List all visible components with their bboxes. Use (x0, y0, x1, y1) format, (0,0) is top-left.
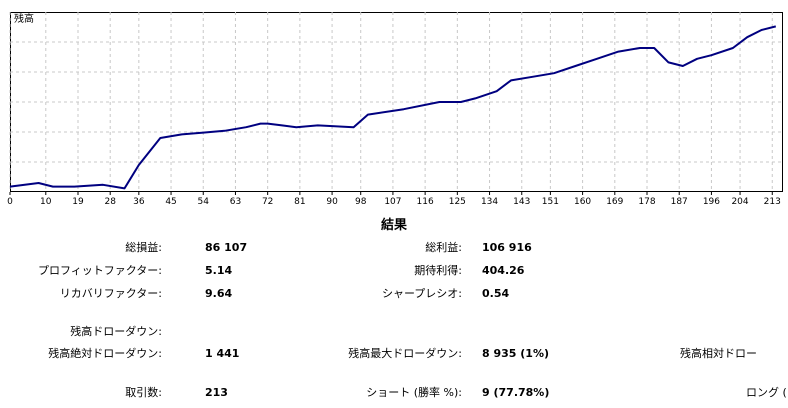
gross-profit-value: 106 916 (482, 241, 532, 254)
relative-drawdown-label: 残高相対ドロー (680, 347, 757, 360)
x-axis-ticks: 0 10 19 28 36 45 54 63 72 81 90 98 107 116 125 134 143 15… (7, 192, 781, 207)
balance-series-line (9, 25, 777, 190)
x-tick-label: 178 (638, 197, 655, 207)
short-trades-value: 9 (77.78%) (482, 386, 550, 399)
profit-factor-value: 5.14 (205, 264, 233, 277)
x-tick-label: 169 (606, 197, 623, 207)
balance-drawdown-label: 残高ドローダウン: (70, 325, 162, 338)
x-tick-label: 134 (481, 197, 498, 207)
gross-profit-label: 総利益: (425, 241, 462, 254)
expected-payoff-value: 404.26 (482, 264, 525, 277)
x-tick-label: 151 (542, 197, 559, 207)
total-trades-value: 213 (205, 386, 228, 399)
total-profit-label: 総損益: (125, 241, 162, 254)
recovery-factor-label: リカバリファクター: (59, 287, 162, 300)
x-tick-label: 54 (198, 197, 210, 207)
chart-grid (9, 12, 783, 192)
x-tick-label: 81 (294, 197, 305, 207)
total-profit-value: 86 107 (205, 241, 248, 254)
long-trades-label: ロング ( (746, 386, 787, 399)
x-tick-label: 63 (230, 197, 241, 207)
x-tick-label: 90 (326, 197, 338, 207)
maximal-drawdown-label: 残高最大ドローダウン: (348, 347, 462, 360)
x-tick-label: 213 (764, 197, 781, 207)
x-tick-label: 36 (133, 197, 145, 207)
sharpe-ratio-value: 0.54 (482, 287, 510, 300)
absolute-drawdown-value: 1 441 (205, 347, 240, 360)
sharpe-ratio-label: シャープレシオ: (381, 287, 462, 300)
x-tick-label: 0 (7, 197, 13, 207)
x-tick-label: 19 (72, 197, 84, 207)
recovery-factor-value: 9.64 (205, 287, 233, 300)
x-tick-label: 10 (40, 197, 52, 207)
short-trades-label: ショート (勝率 %): (366, 386, 462, 399)
x-tick-label: 98 (355, 197, 367, 207)
total-trades-label: 取引数: (125, 386, 162, 399)
x-tick-label: 187 (671, 197, 688, 207)
profit-factor-label: プロフィットファクター: (37, 264, 162, 277)
maximal-drawdown-value: 8 935 (1%) (482, 347, 550, 360)
chart-legend-label: 残高 (14, 14, 34, 25)
x-tick-label: 72 (262, 197, 273, 207)
x-tick-label: 116 (417, 197, 434, 207)
x-tick-label: 45 (165, 197, 176, 207)
x-tick-label: 196 (703, 197, 720, 207)
absolute-drawdown-label: 残高絶対ドローダウン: (48, 347, 162, 360)
x-tick-label: 28 (104, 197, 116, 207)
balance-chart: 0 10 19 28 36 45 54 63 72 81 90 98 107 116 125 134 143 15… (7, 12, 783, 207)
x-tick-label: 204 (731, 197, 748, 207)
x-tick-label: 125 (449, 197, 466, 207)
results-title: 結果 (380, 218, 407, 233)
x-tick-label: 143 (513, 197, 530, 207)
x-tick-label: 160 (574, 197, 591, 207)
x-tick-label: 107 (384, 197, 401, 207)
expected-payoff-label: 期待利得: (414, 264, 462, 277)
